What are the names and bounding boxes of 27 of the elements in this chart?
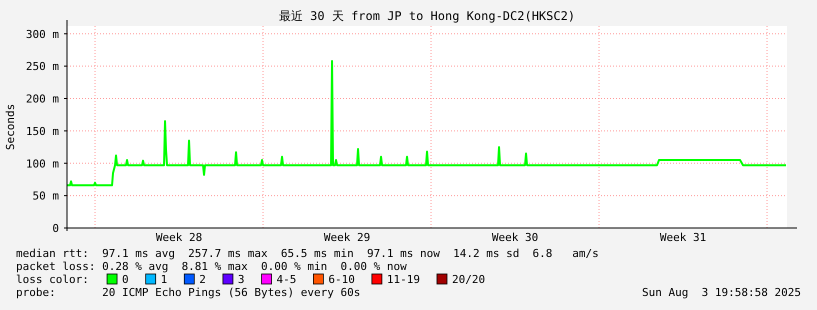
legend-title: loss color: [16,273,89,286]
legend-label: 20/20 [452,273,486,286]
y-tick-label: 250 m [26,60,60,74]
x-tick-label: Week 31 [660,231,706,244]
legend-label: 11-19 [386,273,420,286]
chart-title: 最近 30 天 from JP to Hong Kong-DC2(HKSC2) [278,9,576,23]
legend-label: 3 [238,273,245,286]
x-tick-label: Week 30 [492,231,538,244]
y-tick-label: 0 [52,222,59,235]
text: median rtt: 97.1 ms avg 257.7 ms max 65.5 ms min 97.1 ms now 14.2 ms sd 6.8 am/s [16,247,599,260]
text: probe: 20 ICMP Echo Pings (56 Bytes) every 60s [16,286,360,299]
y-tick-label: 150 m [26,124,60,138]
y-tick-label: 300 m [26,28,60,41]
y-axis-title: Seconds [4,104,17,150]
legend-label: 2 [199,273,206,286]
legend-label: 6-10 [328,273,355,286]
y-tick-label: 100 m [26,157,60,170]
legend-label: 4-5 [276,273,296,286]
x-tick-label: Week 29 [324,231,370,244]
x-tick-label: Week 28 [156,231,202,244]
text: packet loss: 0.28 % avg 8.81 % max 0.00 % min 0.00 % now [16,260,408,273]
legend-label: 0 [122,273,129,286]
y-tick-label: 200 m [26,92,60,106]
y-tick-label: 50 m [32,190,60,203]
line-series [66,60,788,186]
legend-label: 1 [160,273,168,286]
text: Sun Aug 3 19:58:58 2025 [642,286,801,299]
